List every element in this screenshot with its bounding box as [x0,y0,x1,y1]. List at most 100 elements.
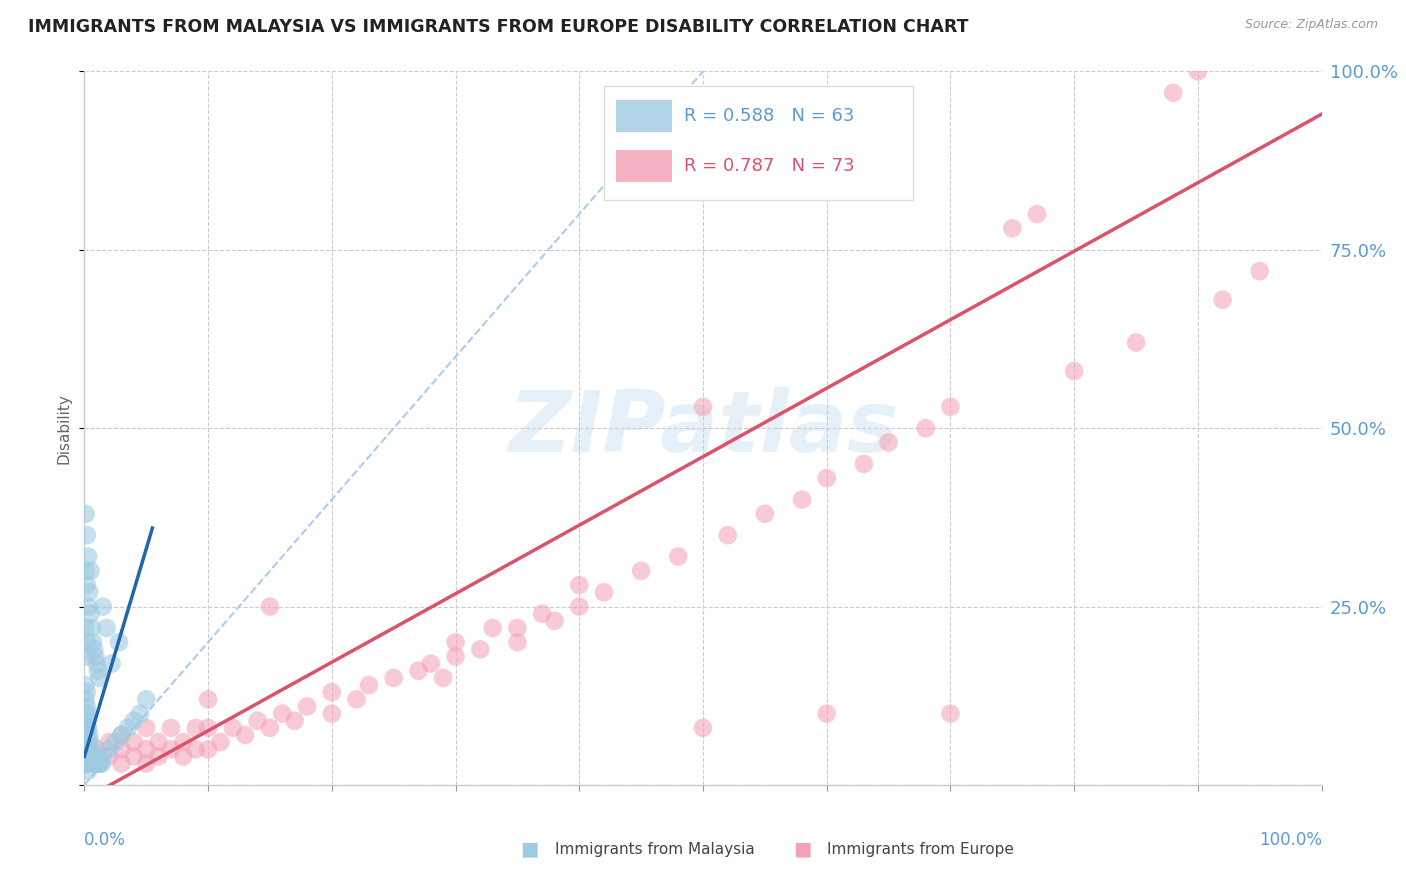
Point [1001,221,1024,235]
Point [506,635,529,649]
Point [90,756,112,771]
FancyBboxPatch shape [616,100,672,132]
Point [77,549,100,564]
Point [172,735,194,749]
Point [77,721,100,735]
Point [1187,64,1209,78]
Point [110,756,132,771]
Point [75,721,97,735]
Point [79,728,101,742]
Point [122,714,145,728]
Point [148,749,170,764]
Point [89,671,111,685]
Point [86,749,108,764]
Text: Source: ZipAtlas.com: Source: ZipAtlas.com [1244,18,1378,31]
Point [75,564,97,578]
Point [79,564,101,578]
Point [692,721,714,735]
Text: R = 0.787   N = 73: R = 0.787 N = 73 [685,157,855,175]
Point [1212,293,1234,307]
Point [135,756,157,771]
Point [481,621,503,635]
Point [129,706,152,721]
Point [110,742,132,756]
Point [148,735,170,749]
Point [110,728,132,742]
Point [914,421,936,435]
Point [295,699,318,714]
Text: Immigrants from Malaysia: Immigrants from Malaysia [554,842,754,856]
Point [110,728,132,742]
Point [284,714,307,728]
Point [76,714,98,728]
Point [233,728,256,742]
Point [83,756,105,771]
Point [76,578,98,592]
Text: ■: ■ [793,839,811,859]
Point [76,756,98,771]
Point [877,435,900,450]
Point [84,649,107,664]
Point [77,764,100,778]
Point [80,756,103,771]
Text: Immigrants from Europe: Immigrants from Europe [827,842,1014,856]
Point [444,635,467,649]
Point [172,749,194,764]
Point [76,699,98,714]
Point [79,742,101,756]
Point [84,756,107,771]
Point [346,692,368,706]
Point [75,507,97,521]
Point [91,599,114,614]
Point [852,457,875,471]
Point [75,692,97,706]
Point [222,721,245,735]
Point [104,735,127,749]
Point [1026,207,1049,221]
Point [197,692,219,706]
Point [135,692,157,706]
Point [80,621,103,635]
Point [87,664,110,678]
Point [357,678,380,692]
Point [666,549,689,564]
Point [419,657,441,671]
Point [815,471,838,485]
Point [939,400,962,414]
Point [75,678,97,692]
Point [80,742,103,756]
Point [246,714,269,728]
Point [75,735,97,749]
Point [76,728,98,742]
Point [1161,86,1184,100]
Point [75,706,97,721]
Point [160,721,183,735]
Point [197,721,219,735]
Point [1125,335,1147,350]
Point [184,721,207,735]
Point [382,671,405,685]
Point [75,621,97,635]
Point [470,642,492,657]
Point [76,685,98,699]
Point [568,578,591,592]
Point [321,706,343,721]
Point [160,742,183,756]
Point [108,635,131,649]
Point [444,649,467,664]
Point [1063,364,1085,378]
Point [117,721,139,735]
Point [87,756,110,771]
Point [815,706,838,721]
Point [96,621,118,635]
FancyBboxPatch shape [605,86,914,200]
Point [98,742,121,756]
Point [79,756,101,771]
Point [754,507,776,521]
Point [692,400,714,414]
Point [98,735,121,749]
Point [122,749,145,764]
Point [91,749,114,764]
Point [1249,264,1271,278]
Point [77,706,100,721]
